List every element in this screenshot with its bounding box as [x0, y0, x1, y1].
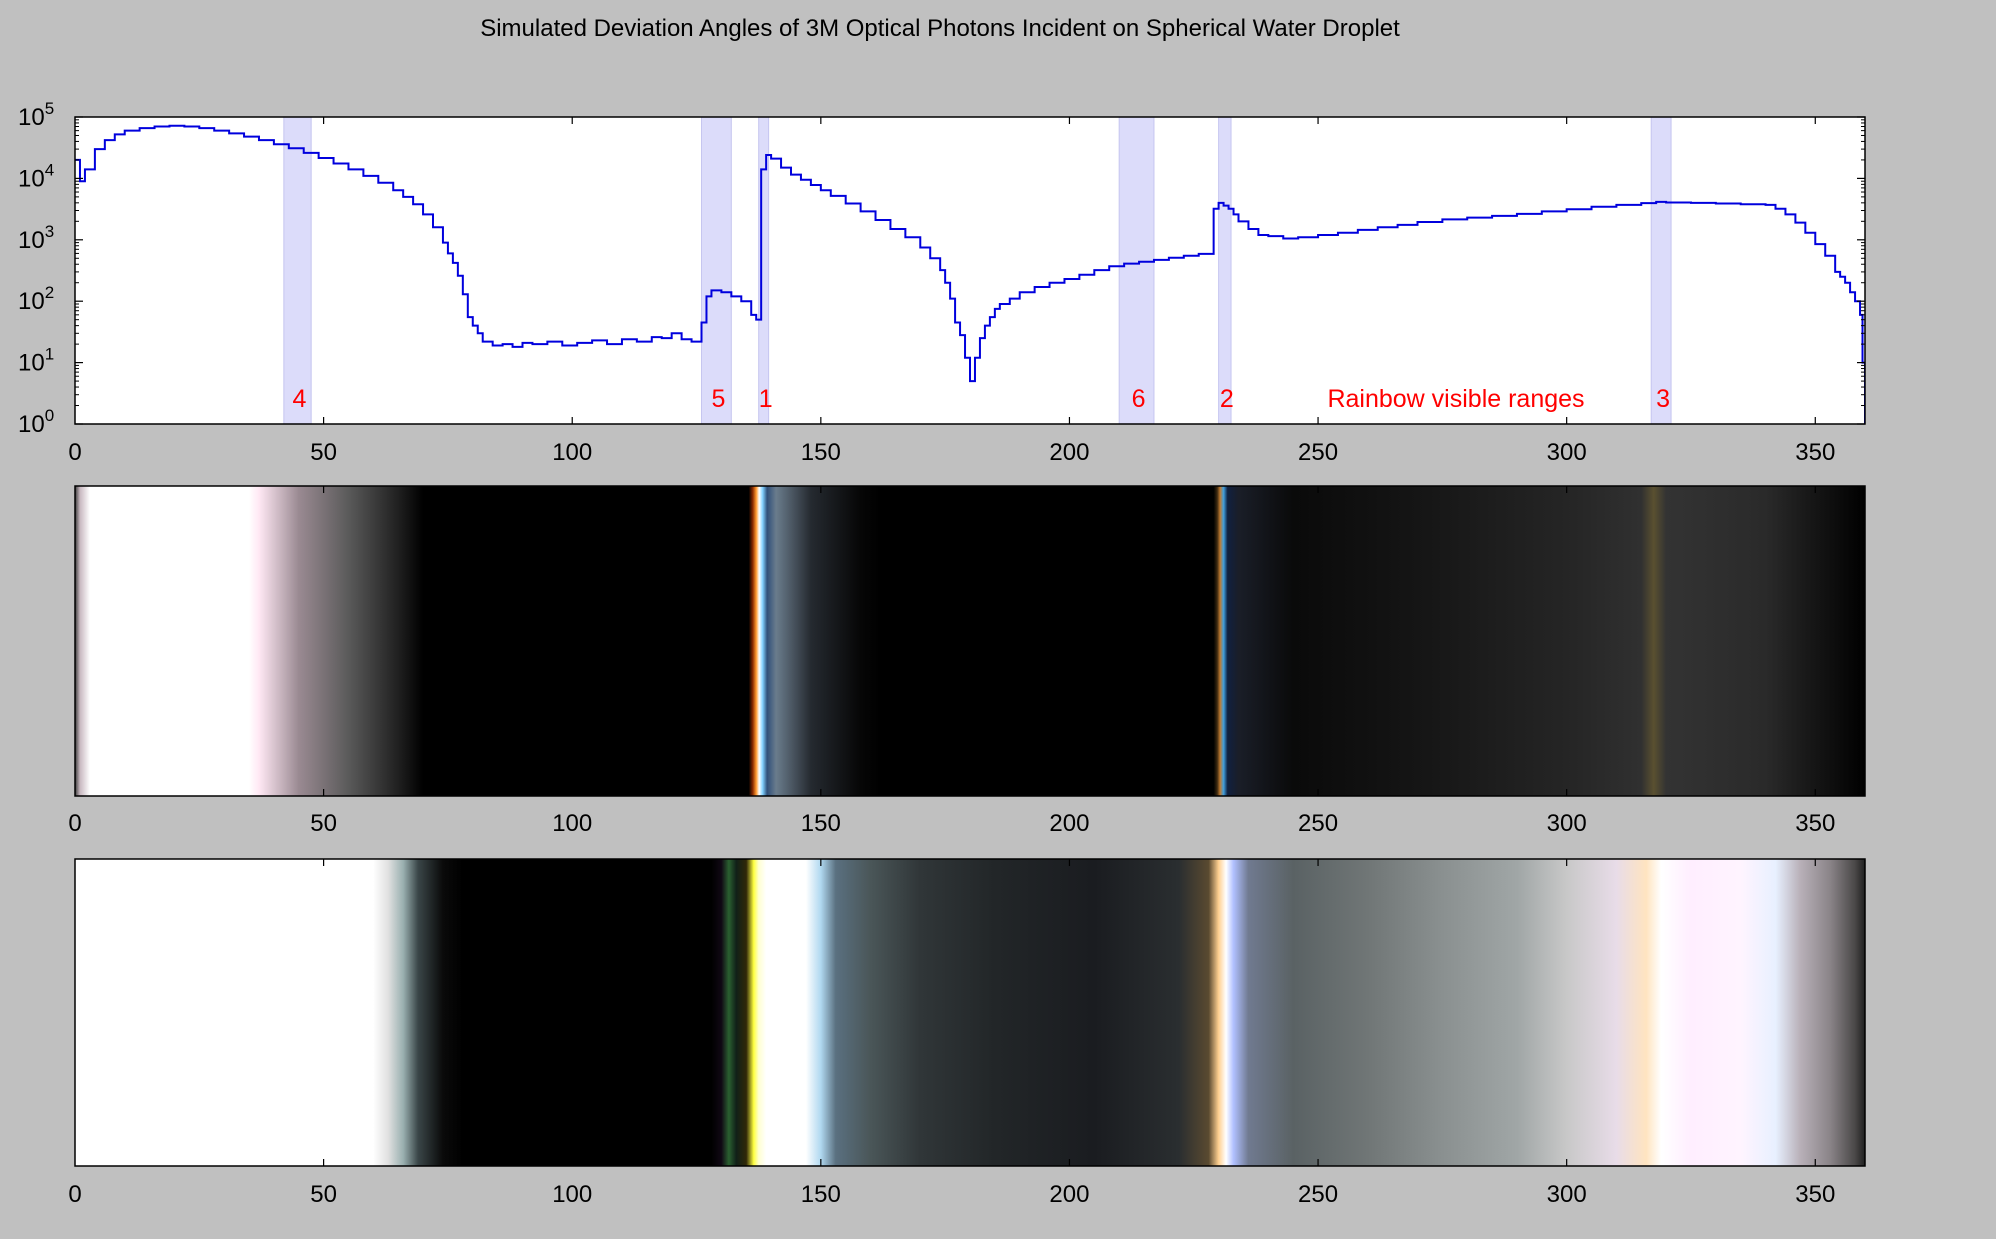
color-strip-2-image — [75, 859, 1865, 1166]
rainbow-band-1 — [758, 117, 770, 424]
x-tick-label: 100 — [552, 810, 592, 837]
color-strip-2: 0 50 100 150 200 250 300 350 — [68, 858, 1866, 1208]
x-tick-label: 350 — [1795, 1181, 1835, 1208]
x-tick-label: 200 — [1049, 1181, 1089, 1208]
x-tick-label: 0 — [68, 1181, 81, 1208]
y-tick-exponent: 2 — [45, 283, 54, 302]
rainbow-band-label: 4 — [293, 385, 307, 413]
color-strip-1-x-axis: 0 50 100 150 200 250 300 350 — [68, 486, 1835, 837]
x-tick-label: 300 — [1547, 810, 1587, 837]
y-tick-exponent: 1 — [45, 345, 54, 364]
x-tick-label: 50 — [310, 1181, 337, 1208]
y-tick-label: 102 — [18, 283, 54, 315]
rainbow-annotation: Rainbow visible ranges — [1327, 385, 1584, 413]
rainbow-band-label: 5 — [711, 385, 725, 413]
x-tick-label: 250 — [1298, 1181, 1338, 1208]
x-tick-label: 150 — [801, 810, 841, 837]
y-tick-base: 10 — [18, 350, 45, 377]
rainbow-band-5 — [701, 117, 732, 424]
rainbow-bands — [283, 117, 1672, 424]
histogram-x-axis: 0 50 100 150 200 250 300 350 — [68, 117, 1835, 466]
histogram-line — [75, 124, 1865, 424]
y-tick-base: 10 — [18, 411, 45, 438]
y-tick-label: 101 — [18, 345, 54, 377]
x-tick-label: 150 — [801, 1181, 841, 1208]
x-tick-label: 100 — [552, 439, 592, 466]
x-tick-label: 300 — [1547, 1181, 1587, 1208]
x-tick-label: 250 — [1298, 810, 1338, 837]
rainbow-band-2 — [1218, 117, 1232, 424]
y-tick-exponent: 4 — [45, 160, 54, 179]
rainbow-band-3 — [1650, 117, 1672, 424]
y-tick-exponent: 0 — [45, 406, 54, 425]
x-tick-label: 300 — [1547, 439, 1587, 466]
rainbow-band-label: 2 — [1220, 385, 1234, 413]
rainbow-band-6 — [1118, 117, 1155, 424]
y-tick-base: 10 — [18, 288, 45, 315]
x-tick-label: 0 — [68, 439, 81, 466]
color-strip-1: 0 50 100 150 200 250 300 350 — [68, 485, 1866, 837]
y-tick-label: 100 — [18, 406, 54, 438]
color-strip-2-x-axis: 0 50 100 150 200 250 300 350 — [68, 859, 1835, 1208]
y-tick-label: 104 — [18, 160, 54, 192]
histogram-frame — [74, 116, 1866, 425]
rainbow-band-label: 6 — [1132, 385, 1146, 413]
rainbow-band-label: 1 — [759, 385, 773, 413]
rainbow-band-labels: 4 5 1 6 2 3 — [293, 385, 1671, 413]
x-tick-label: 50 — [310, 439, 337, 466]
y-tick-exponent: 3 — [45, 222, 54, 241]
y-tick-base: 10 — [18, 227, 45, 254]
rainbow-band-4 — [283, 117, 312, 424]
color-strip-1-image — [75, 486, 1865, 796]
y-tick-label: 105 — [18, 99, 54, 131]
x-tick-label: 150 — [801, 439, 841, 466]
x-tick-label: 50 — [310, 810, 337, 837]
x-tick-label: 200 — [1049, 810, 1089, 837]
x-tick-label: 100 — [552, 1181, 592, 1208]
x-tick-label: 0 — [68, 810, 81, 837]
rainbow-band-label: 3 — [1656, 385, 1670, 413]
y-tick-exponent: 5 — [45, 99, 54, 118]
color-strip-2-frame — [74, 858, 1866, 1167]
color-strip-1-frame — [74, 485, 1866, 797]
x-tick-label: 350 — [1795, 439, 1835, 466]
y-tick-base: 10 — [18, 165, 45, 192]
x-tick-label: 200 — [1049, 439, 1089, 466]
x-tick-label: 250 — [1298, 439, 1338, 466]
x-tick-label: 350 — [1795, 810, 1835, 837]
figure-title: Simulated Deviation Angles of 3M Optical… — [480, 15, 1400, 42]
y-tick-base: 10 — [18, 104, 45, 131]
y-tick-label: 103 — [18, 222, 54, 254]
